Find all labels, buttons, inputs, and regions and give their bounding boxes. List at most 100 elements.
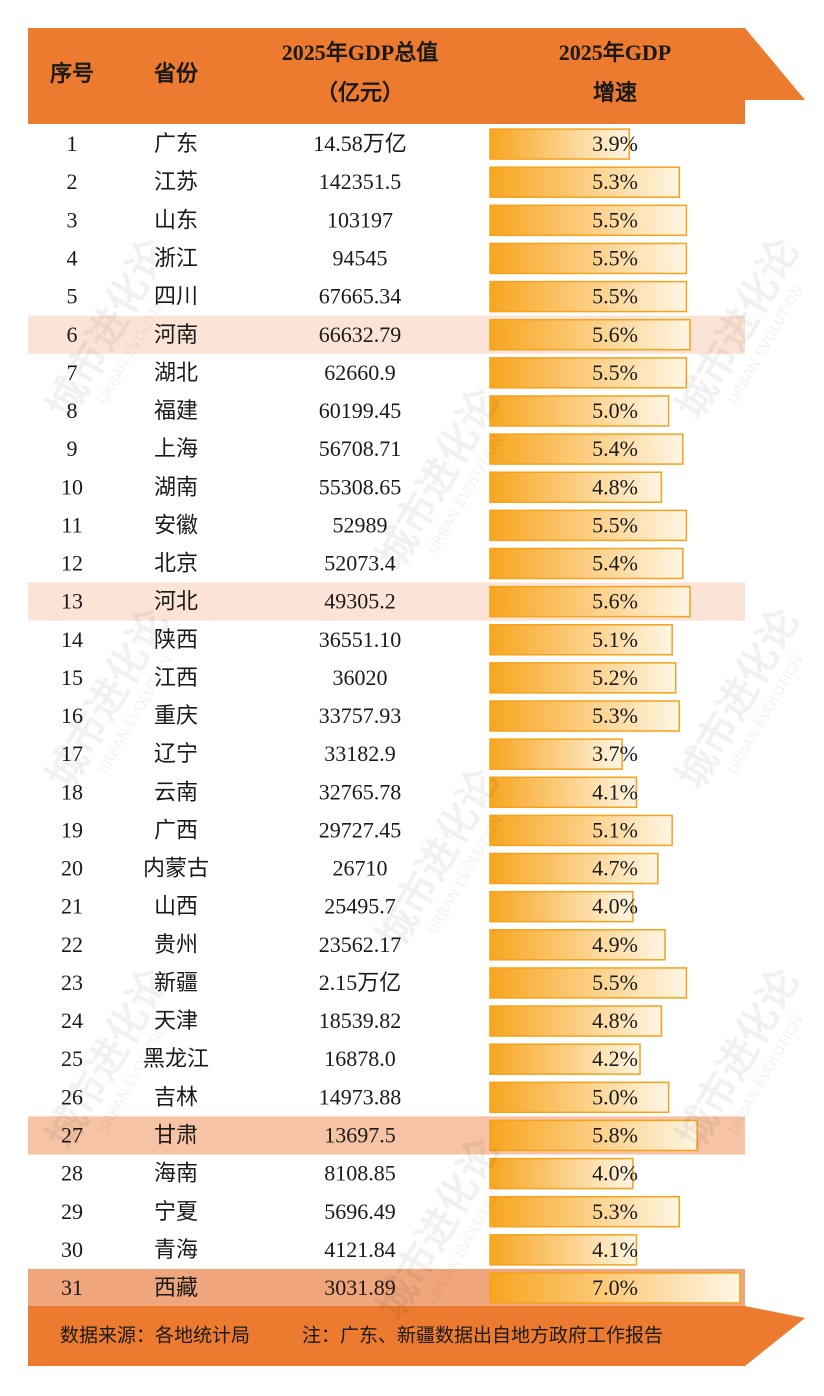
cell: 西藏 xyxy=(154,1275,198,1300)
cell: 3 xyxy=(67,207,78,232)
growth-label: 4.8% xyxy=(592,1008,638,1033)
cell: 广西 xyxy=(154,817,198,842)
column-header: 省份 xyxy=(153,61,199,86)
cell: 21 xyxy=(61,894,83,919)
growth-bar xyxy=(489,204,688,237)
cell: 32765.78 xyxy=(319,779,402,804)
cell: 上海 xyxy=(154,436,198,461)
cell: 11 xyxy=(61,512,82,537)
footer-band xyxy=(28,1306,805,1366)
growth-bar xyxy=(489,242,688,275)
cell: 66632.79 xyxy=(319,322,402,347)
cell: 20 xyxy=(61,856,83,881)
cell: 56708.71 xyxy=(319,436,402,461)
cell: 52073.4 xyxy=(324,551,396,576)
growth-label: 5.3% xyxy=(592,703,638,728)
growth-bar xyxy=(489,585,691,618)
growth-label: 3.7% xyxy=(592,741,638,766)
cell: 29727.45 xyxy=(319,817,402,842)
cell: 河南 xyxy=(154,322,198,347)
cell: 山西 xyxy=(154,894,198,919)
growth-label: 4.1% xyxy=(592,1237,638,1262)
cell: 14.58万亿 xyxy=(313,131,407,156)
cell: 宁夏 xyxy=(154,1199,198,1224)
growth-label: 5.0% xyxy=(592,1084,638,1109)
growth-bar xyxy=(489,547,684,580)
growth-bar xyxy=(489,662,677,694)
growth-bar xyxy=(489,471,663,503)
cell: 25 xyxy=(61,1046,83,1071)
cell: 湖南 xyxy=(154,474,198,499)
growth-label: 5.4% xyxy=(592,436,638,461)
cell: 27 xyxy=(61,1122,83,1147)
cell: 浙江 xyxy=(154,246,198,271)
footer-source: 数据来源：各地统计局 xyxy=(60,1325,250,1347)
growth-bar xyxy=(489,1119,698,1152)
cell: 河北 xyxy=(154,589,198,614)
growth-label: 4.0% xyxy=(592,894,638,919)
cell: 15 xyxy=(61,665,83,690)
footer-note: 注：广东、新疆数据出自地方政府工作报告 xyxy=(302,1325,663,1347)
growth-label: 5.5% xyxy=(592,207,638,232)
column-header: 序号 xyxy=(50,61,94,86)
column-header: 2025年GDP xyxy=(559,40,671,65)
cell: 4121.84 xyxy=(324,1237,396,1262)
cell: 33182.9 xyxy=(324,741,396,766)
growth-label: 5.6% xyxy=(592,322,638,347)
cell: 9 xyxy=(67,436,78,461)
cell: 黑龙江 xyxy=(143,1046,209,1071)
growth-bar xyxy=(489,967,688,999)
growth-label: 7.0% xyxy=(592,1275,638,1300)
cell: 36551.10 xyxy=(319,627,402,652)
growth-label: 4.2% xyxy=(592,1046,638,1071)
growth-label: 4.1% xyxy=(592,779,638,804)
growth-label: 4.9% xyxy=(592,932,638,957)
growth-label: 5.3% xyxy=(592,169,638,194)
cell: 13 xyxy=(61,589,83,614)
column-header: 增速 xyxy=(593,80,637,105)
cell: 60199.45 xyxy=(319,398,402,423)
cell: 江西 xyxy=(154,665,198,690)
growth-bar xyxy=(489,1043,641,1075)
cell: 7 xyxy=(67,360,78,385)
cell: 142351.5 xyxy=(319,169,402,194)
growth-bar xyxy=(489,357,688,389)
cell: 23 xyxy=(61,970,83,995)
cell: 18539.82 xyxy=(319,1008,402,1033)
cell: 8 xyxy=(67,398,78,423)
cell: 103197 xyxy=(327,207,393,232)
cell: 山东 xyxy=(154,207,198,232)
growth-bar xyxy=(489,1272,741,1304)
cell: 5 xyxy=(67,284,78,309)
cell: 3031.89 xyxy=(324,1275,396,1300)
cell: 海南 xyxy=(154,1161,198,1186)
cell: 19 xyxy=(61,817,83,842)
cell: 湖北 xyxy=(154,360,198,385)
growth-label: 5.2% xyxy=(592,665,638,690)
cell: 5696.49 xyxy=(324,1199,396,1224)
cell: 吉林 xyxy=(154,1084,198,1109)
growth-bar xyxy=(489,128,631,160)
cell: 49305.2 xyxy=(324,589,396,614)
cell: 8108.85 xyxy=(324,1161,396,1186)
cell: 17 xyxy=(61,741,83,766)
growth-bar xyxy=(489,1234,638,1266)
growth-label: 3.9% xyxy=(592,131,638,156)
column-header: 2025年GDP总值 xyxy=(282,40,438,65)
cell: 天津 xyxy=(154,1008,198,1033)
growth-bar xyxy=(489,1081,670,1114)
growth-bar xyxy=(489,776,638,809)
cell: 33757.93 xyxy=(319,703,402,728)
cell: 四川 xyxy=(154,284,198,309)
cell: 辽宁 xyxy=(154,741,198,766)
growth-bar xyxy=(489,1005,663,1037)
growth-label: 5.1% xyxy=(592,817,638,842)
cell: 青海 xyxy=(154,1237,198,1262)
cell: 14 xyxy=(61,627,83,652)
cell: 62660.9 xyxy=(324,360,396,385)
cell: 29 xyxy=(61,1199,83,1224)
growth-label: 4.7% xyxy=(592,856,638,881)
growth-label: 5.0% xyxy=(592,398,638,423)
cell: 2.15万亿 xyxy=(319,970,402,995)
growth-bar xyxy=(489,700,681,732)
